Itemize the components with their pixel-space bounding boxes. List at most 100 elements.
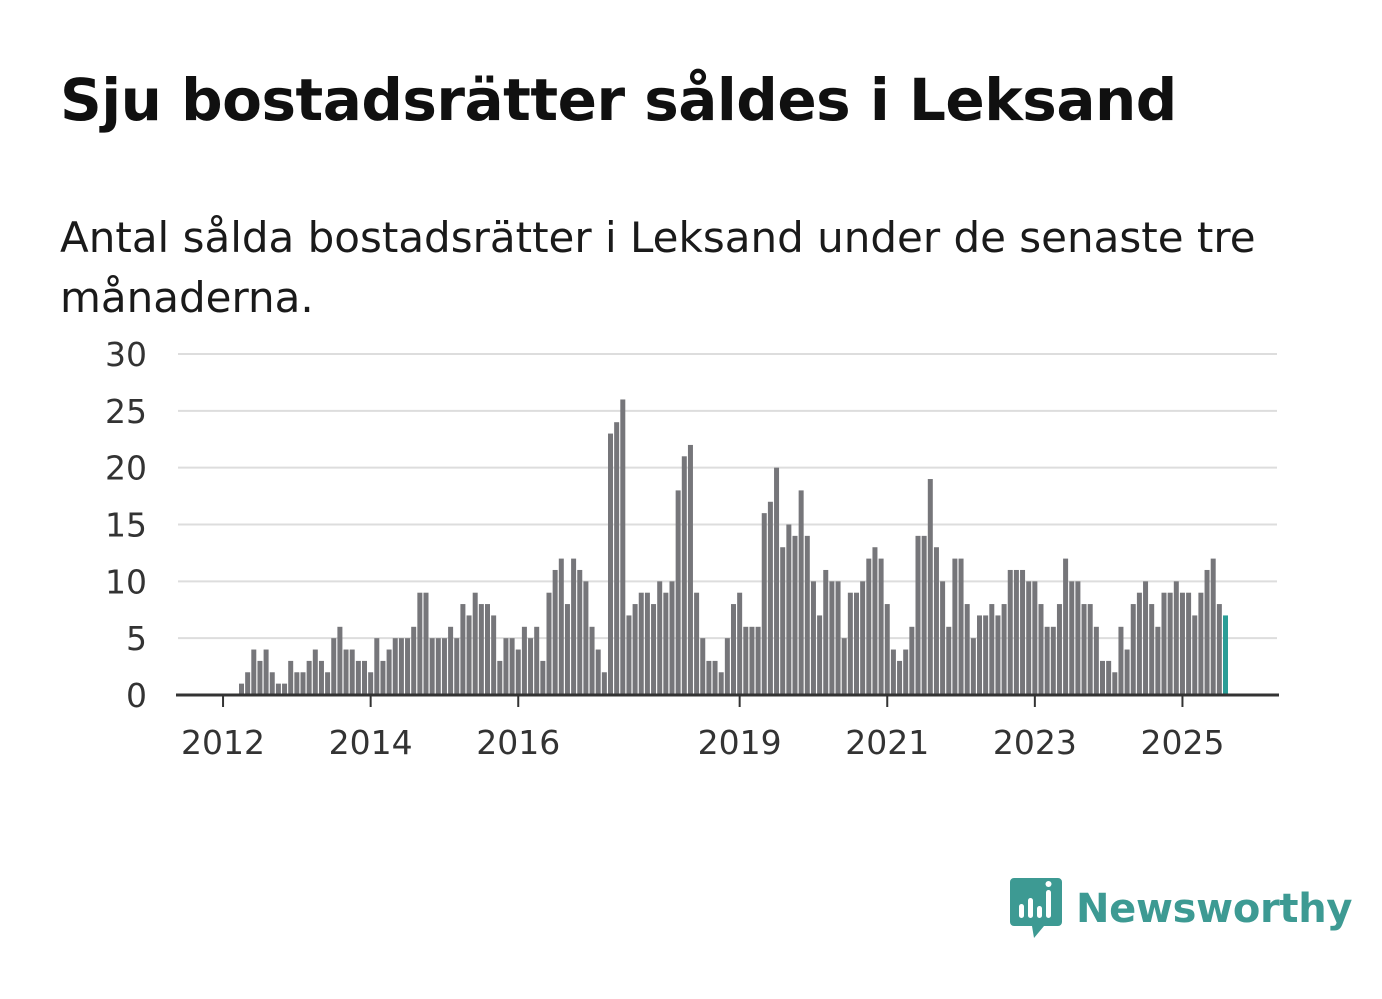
bar: [1007, 569, 1013, 695]
bar: [441, 638, 447, 695]
bar: [1124, 649, 1130, 695]
bar: [786, 524, 792, 695]
bar: [823, 569, 829, 695]
bar: [810, 581, 816, 695]
bar: [964, 604, 970, 695]
bar: [761, 513, 767, 695]
bar: [903, 649, 909, 695]
bar: [1161, 592, 1167, 695]
bar: [251, 649, 257, 695]
bar: [940, 581, 946, 695]
x-tick-label: 2014: [329, 723, 413, 762]
x-tick-label: 2025: [1140, 723, 1224, 762]
bar: [835, 581, 841, 695]
bar: [1056, 604, 1062, 695]
bar: [1081, 604, 1087, 695]
bar: [743, 626, 749, 695]
bar: [909, 626, 915, 695]
y-tick-label: 20: [105, 449, 147, 488]
bar: [774, 467, 780, 695]
bar: [528, 638, 534, 695]
bar: [521, 626, 527, 695]
bar: [355, 660, 361, 695]
bar: [860, 581, 866, 695]
bar: [1204, 569, 1210, 695]
bar: [343, 649, 349, 695]
bar: [1050, 626, 1056, 695]
bar: [318, 660, 324, 695]
bar: [897, 660, 903, 695]
bar: [245, 672, 251, 695]
bar: [509, 638, 515, 695]
bar: [392, 638, 398, 695]
bar: [275, 683, 281, 695]
bar: [288, 660, 294, 695]
bars: [239, 399, 1228, 695]
bar: [626, 615, 632, 695]
bar: [977, 615, 982, 695]
bar: [1020, 569, 1026, 695]
bar: [829, 581, 835, 695]
bar: [577, 569, 583, 695]
bar: [306, 660, 312, 695]
bar: [1216, 604, 1222, 695]
bar: [1032, 581, 1038, 695]
bar: [890, 649, 896, 695]
bar: [854, 592, 859, 695]
bar: [1192, 615, 1198, 695]
bar: [706, 660, 712, 695]
bar: [1026, 581, 1032, 695]
bar: [331, 638, 337, 695]
bar: [263, 649, 269, 695]
x-axis-ticks: 2012 2014 2016 2019 2021 2023 2025: [181, 695, 1224, 762]
bar: [675, 490, 681, 695]
bar: [694, 592, 700, 695]
bar: [435, 638, 441, 695]
bar: [417, 592, 423, 695]
y-tick-label: 30: [105, 335, 147, 374]
bar: [718, 672, 724, 695]
bar: [349, 649, 355, 695]
bar: [497, 660, 503, 695]
x-tick-label: 2016: [476, 723, 560, 762]
annotations: 7: [1238, 0, 1265, 11]
bar: [995, 615, 1001, 695]
bar: [300, 672, 306, 695]
bar: [429, 638, 435, 695]
bar: [558, 558, 564, 695]
bar: [405, 638, 411, 695]
y-tick-label: 0: [126, 676, 147, 715]
bar: [398, 638, 404, 695]
bar: [1112, 672, 1118, 695]
bar: [1038, 604, 1044, 695]
brand-name: Newsworthy: [1076, 886, 1353, 932]
x-tick-label: 2021: [845, 723, 929, 762]
bar: [1210, 558, 1216, 695]
bar: [1130, 604, 1136, 695]
bar: [970, 638, 976, 695]
bar: [515, 649, 521, 695]
bar: [491, 615, 497, 695]
bar: [878, 558, 884, 695]
y-tick-label: 25: [105, 392, 147, 431]
y-tick-label: 15: [105, 506, 147, 545]
bar: [601, 672, 607, 695]
bar: [552, 569, 558, 695]
bar: [983, 615, 989, 695]
bar: [866, 558, 872, 695]
bar: [1136, 592, 1142, 695]
bar: [534, 626, 540, 695]
bar: [755, 626, 761, 695]
bar: [411, 626, 417, 695]
bar: [933, 547, 939, 695]
newsworthy-logo-icon: [1010, 878, 1062, 938]
bar: [632, 604, 638, 695]
bar: [571, 558, 577, 695]
bar: [312, 649, 318, 695]
bar: [362, 660, 367, 695]
x-tick-label: 2023: [993, 723, 1077, 762]
bar: [374, 638, 380, 695]
bar: [663, 592, 669, 695]
bar: [583, 581, 589, 695]
